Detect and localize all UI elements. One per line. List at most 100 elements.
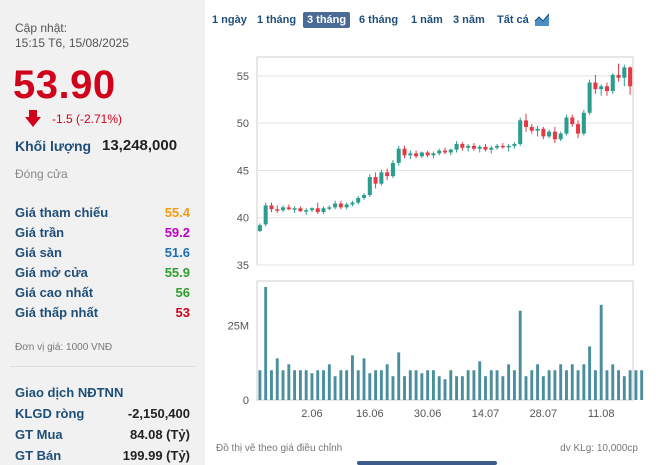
volume-bar — [634, 370, 638, 400]
volume-bar — [605, 370, 609, 400]
volume-bar — [264, 286, 268, 400]
price-row-value: 55.9 — [164, 265, 190, 280]
price-row-value: 53 — [175, 305, 190, 320]
volume-bar — [356, 370, 360, 400]
volume-bar — [258, 370, 262, 400]
volume-bar — [362, 358, 366, 400]
candle-body — [315, 208, 320, 213]
volume-bar — [628, 370, 632, 400]
candle-body — [535, 128, 540, 131]
tab-1-year[interactable]: 1 năm — [411, 14, 443, 26]
candle-body — [344, 204, 349, 208]
scroll-handle[interactable] — [357, 461, 497, 465]
foreign-row-label: GT Mua — [15, 427, 63, 442]
price-row-high: Giá cao nhất 56 — [15, 285, 190, 300]
volume-bar — [298, 370, 302, 400]
x-tick-label: 14.07 — [472, 408, 500, 420]
candle-body — [396, 148, 401, 163]
volume-bar — [374, 370, 378, 400]
price-change: -1.5 (-2.71%) — [52, 112, 123, 126]
candle-body — [604, 86, 609, 92]
candle-body — [286, 207, 291, 210]
last-price: 53.90 — [13, 63, 116, 107]
candle-body — [385, 172, 390, 177]
candle-body — [321, 208, 326, 213]
volume-bar — [316, 370, 320, 400]
volume-bar — [553, 370, 557, 400]
volume-bar — [281, 370, 285, 400]
candle-body — [628, 67, 633, 87]
volume-bar — [547, 370, 551, 400]
candle-body — [622, 67, 627, 78]
volume-bar — [524, 376, 528, 400]
volume-bar — [339, 370, 343, 400]
foreign-row-value: 199.99 (Tỷ) — [122, 448, 190, 463]
volume-bar — [310, 373, 314, 400]
candle-body — [356, 197, 361, 203]
x-tick-label: 16.06 — [356, 408, 384, 420]
updated-time: 15:15 T6, 15/08/2025 — [15, 36, 129, 50]
volume-bar — [397, 352, 401, 400]
x-tick-label: 30.06 — [414, 408, 442, 420]
candle-body — [304, 210, 309, 212]
tab-1-month[interactable]: 1 tháng — [257, 14, 297, 26]
candle-body — [431, 153, 436, 156]
volume-bar — [379, 370, 383, 400]
volume-bar — [611, 364, 615, 400]
candle-body — [257, 225, 262, 231]
candle-body — [529, 126, 534, 131]
volume-bar — [408, 370, 412, 400]
volume-bar — [333, 376, 337, 400]
tab-all[interactable]: Tất cả — [497, 14, 529, 26]
volume-bar — [576, 370, 580, 400]
foreign-row-value: -2,150,400 — [127, 406, 190, 421]
candle-body — [309, 208, 314, 211]
candle-body — [512, 143, 517, 146]
tab-6-months[interactable]: 6 tháng — [359, 14, 399, 26]
tab-3-years[interactable]: 3 năm — [453, 14, 485, 26]
volume-bar — [541, 376, 545, 400]
candle-body — [275, 209, 280, 211]
candle-body — [333, 203, 338, 208]
candle-body — [518, 120, 523, 144]
volume-bar — [437, 376, 441, 400]
candle-body — [367, 177, 372, 196]
volume-bar — [322, 370, 325, 400]
candle-body — [281, 207, 286, 211]
candle-body — [419, 152, 424, 157]
volume-bar — [536, 364, 539, 400]
updated-label: Cập nhật: — [15, 21, 68, 35]
candle-body — [373, 177, 378, 184]
volume-bar — [640, 370, 644, 400]
candle-body — [350, 202, 355, 205]
candle-body — [471, 145, 476, 149]
volume-bar — [512, 370, 516, 400]
x-tick-label: 2.06 — [301, 408, 322, 420]
candle-body — [292, 208, 297, 210]
candle-body — [489, 147, 494, 150]
foreign-row-net: KLGD ròng -2,150,400 — [15, 406, 190, 421]
volume-bar — [484, 376, 487, 400]
price-tick-label: 35 — [237, 260, 249, 272]
volume-bar — [426, 370, 430, 400]
volume-bar — [472, 370, 476, 400]
candle-body — [547, 131, 552, 137]
volume-bar — [327, 364, 331, 400]
price-row-reference: Giá tham chiếu 55.4 — [15, 205, 190, 220]
candle-body — [448, 149, 453, 153]
volume-bar — [617, 370, 620, 400]
foreign-trading-title: Giao dịch NĐTNN — [15, 385, 124, 400]
candle-body — [425, 152, 430, 156]
volume-bar — [368, 373, 372, 400]
volume-bar — [385, 364, 389, 400]
tab-3-months[interactable]: 3 tháng — [303, 12, 351, 28]
x-tick-label: 11.08 — [588, 408, 615, 420]
candle-body — [442, 150, 448, 153]
candle-body — [552, 131, 557, 140]
chart-area-icon[interactable] — [534, 12, 550, 27]
volume-bar — [518, 310, 522, 400]
price-row-label: Giá tham chiếu — [15, 205, 109, 220]
tab-1-day[interactable]: 1 ngày — [212, 14, 247, 26]
price-row-floor: Giá sàn 51.6 — [15, 245, 190, 260]
candle-body — [402, 148, 407, 156]
